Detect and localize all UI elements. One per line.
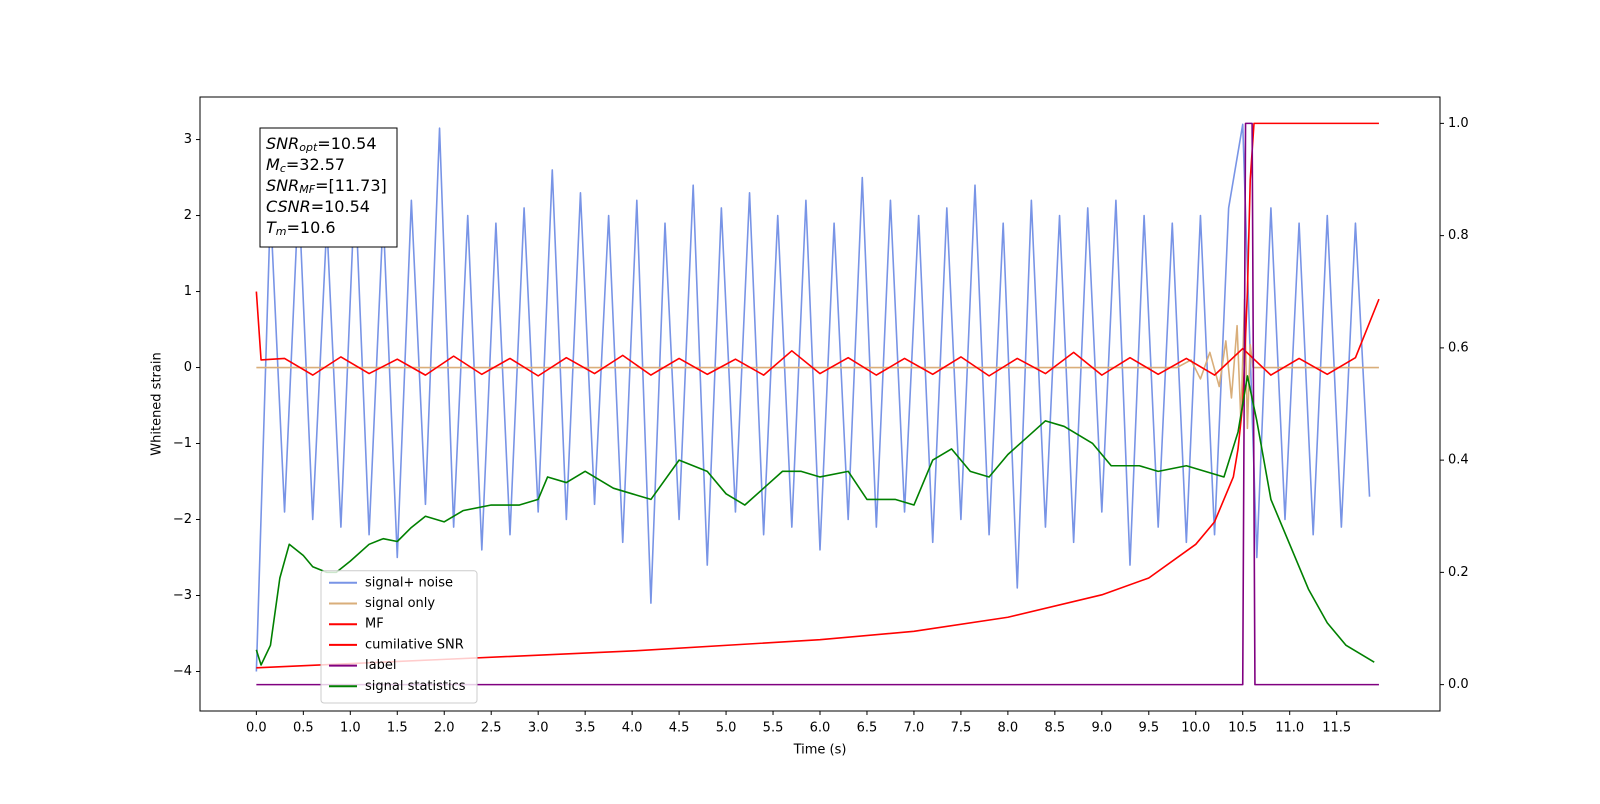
x-tick-label: 4.0 <box>622 721 643 736</box>
annotation: SNRopt=10.54 <box>266 134 377 155</box>
x-tick-label: 1.5 <box>387 721 408 736</box>
legend-label: label <box>365 658 396 673</box>
x-tick-label: 6.5 <box>857 721 878 736</box>
x-tick-label: 3.5 <box>575 721 596 736</box>
legend-label: MF <box>365 617 384 632</box>
y-tick-label: −1 <box>173 436 192 451</box>
annotation-text: =10.6 <box>287 218 336 237</box>
series-line <box>255 123 1371 672</box>
legend-frame <box>320 570 478 704</box>
x-tick-label: 11.0 <box>1275 721 1304 736</box>
x-tick-label: 5.5 <box>763 721 784 736</box>
y2-tick-label: 1.0 <box>1448 116 1469 131</box>
y2-tick-label: 0.4 <box>1448 453 1469 468</box>
x-tick-label: 2.5 <box>481 721 502 736</box>
x-tick-label: 4.5 <box>669 721 690 736</box>
y-tick-label: 2 <box>184 208 192 223</box>
x-tick-label: 8.0 <box>998 721 1019 736</box>
annotation-text: =[11.73] <box>315 176 387 195</box>
x-axis-label: Time (s) <box>793 743 847 758</box>
x-tick-label: 5.0 <box>716 721 737 736</box>
legend-label: signal+ noise <box>365 575 453 590</box>
x-tick-label: 9.5 <box>1138 721 1159 736</box>
annotation-text: =10.54 <box>317 134 376 153</box>
annotation-symbol: T <box>266 218 277 237</box>
y2-tick-label: 0.8 <box>1448 228 1469 243</box>
annotation-subscript: m <box>276 225 287 238</box>
x-tick-label: 11.5 <box>1322 721 1351 736</box>
x-tick-label: 2.0 <box>434 721 455 736</box>
annotation-symbol: CSNR <box>266 197 311 216</box>
x-tick-label: 8.5 <box>1045 721 1066 736</box>
annotation: SNRMF=[11.73] <box>266 176 387 197</box>
annotation-symbol: SNR <box>266 134 299 153</box>
series-line <box>255 375 1375 666</box>
x-tick-label: 7.0 <box>904 721 925 736</box>
y2-tick-label: 0.2 <box>1448 565 1469 580</box>
y2-tick-label: 0.0 <box>1448 677 1469 692</box>
annotation-text: =32.57 <box>286 155 345 174</box>
x-tick-label: 10.0 <box>1181 721 1210 736</box>
annotation-subscript: opt <box>299 141 318 154</box>
legend: signal+ noise signal only MF cumilative SNR… <box>320 570 478 704</box>
x-tick-label: 0.5 <box>293 721 314 736</box>
series-line <box>256 122 1379 669</box>
y-tick-label: 3 <box>184 132 192 147</box>
annotation-symbol: M <box>266 155 280 174</box>
plot-lines <box>255 122 1380 686</box>
annotation: Tm=10.6 <box>266 218 336 239</box>
annotation-subscript: c <box>280 162 286 175</box>
legend-label: signal only <box>365 596 435 611</box>
y-tick-label: 0 <box>184 360 192 375</box>
y-tick-label: −2 <box>173 512 192 527</box>
y-axis-label: Whitened strain <box>150 352 165 455</box>
y-tick-label: 1 <box>184 284 192 299</box>
legend-label: cumilative SNR <box>365 637 464 652</box>
series-line <box>255 291 1380 377</box>
annotation-box: SNRopt=10.54Mc=32.57SNRMF=[11.73]CSNR=10… <box>259 127 398 248</box>
x-tick-label: 10.5 <box>1228 721 1257 736</box>
annotation-symbol: SNR <box>266 176 299 195</box>
y-tick-label: −3 <box>173 588 192 603</box>
y2-tick-label: 0.6 <box>1448 340 1469 355</box>
annotation-subscript: MF <box>299 183 315 196</box>
x-tick-label: 9.0 <box>1091 721 1112 736</box>
annotation: CSNR=10.54 <box>266 197 370 216</box>
annotation: Mc=32.57 <box>266 155 345 176</box>
annotation-frame <box>259 127 398 248</box>
annotation-text: =10.54 <box>311 197 370 216</box>
x-tick-label: 1.0 <box>340 721 361 736</box>
x-tick-label: 3.0 <box>528 721 549 736</box>
x-tick-label: 6.0 <box>810 721 831 736</box>
x-tick-label: 7.5 <box>951 721 972 736</box>
x-tick-label: 0.0 <box>246 721 267 736</box>
y-tick-label: −4 <box>173 664 192 679</box>
legend-label: signal statistics <box>365 679 466 694</box>
series-line <box>256 122 1379 686</box>
